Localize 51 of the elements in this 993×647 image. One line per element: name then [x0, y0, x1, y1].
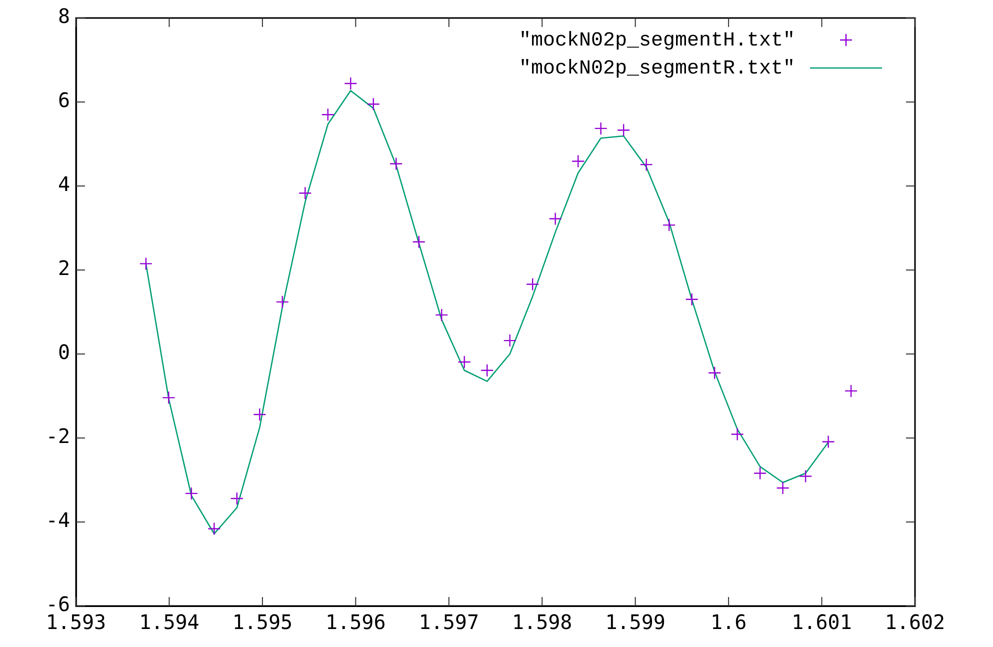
y-tick-label: 8 — [58, 4, 70, 28]
point — [798, 470, 812, 483]
point — [616, 124, 630, 137]
x-tick-label: 1.6 — [710, 610, 747, 634]
point — [412, 235, 426, 248]
legend-label: "mockN02p_segmentH.txt" — [518, 29, 795, 52]
point — [184, 486, 198, 500]
point — [526, 278, 540, 291]
point — [344, 76, 358, 90]
point — [594, 122, 608, 136]
x-tick-label: 1.601 — [792, 610, 852, 634]
point — [276, 295, 289, 309]
point — [662, 218, 676, 232]
y-tick-label: 0 — [58, 340, 70, 364]
legend-label: "mockN02p_segmentR.txt" — [518, 57, 795, 80]
x-tick-label: 1.598 — [512, 610, 572, 634]
x-tick-label: 1.599 — [605, 610, 666, 634]
x-tick-label: 1.595 — [232, 610, 293, 634]
point — [253, 408, 266, 422]
point — [321, 108, 334, 122]
point — [708, 366, 722, 380]
x-tick-label: 1.594 — [139, 610, 200, 634]
point — [139, 257, 153, 270]
point — [753, 466, 767, 480]
x-tick-label: 1.596 — [326, 610, 386, 634]
point — [503, 334, 516, 348]
point — [458, 355, 471, 369]
point — [435, 308, 448, 322]
y-tick-label: -2 — [46, 424, 70, 448]
point — [822, 435, 835, 448]
point — [685, 292, 698, 306]
point — [844, 384, 858, 398]
point — [390, 157, 403, 170]
point — [571, 154, 585, 168]
point — [548, 212, 562, 226]
y-tick-label: 2 — [58, 256, 70, 280]
point — [730, 428, 744, 441]
x-tick-label: 1.602 — [884, 610, 946, 634]
y-tick-label: 4 — [58, 172, 70, 196]
y-tick-label: 6 — [58, 88, 70, 112]
x-tick-label: 1.593 — [46, 610, 106, 634]
point — [162, 391, 176, 404]
y-tick-label: -4 — [46, 508, 70, 532]
point — [230, 492, 244, 506]
point — [366, 98, 380, 111]
point — [480, 364, 494, 377]
point — [640, 158, 653, 172]
x-tick-label: 1.597 — [418, 610, 479, 634]
point — [208, 522, 221, 536]
point — [776, 481, 790, 495]
point — [298, 186, 312, 200]
